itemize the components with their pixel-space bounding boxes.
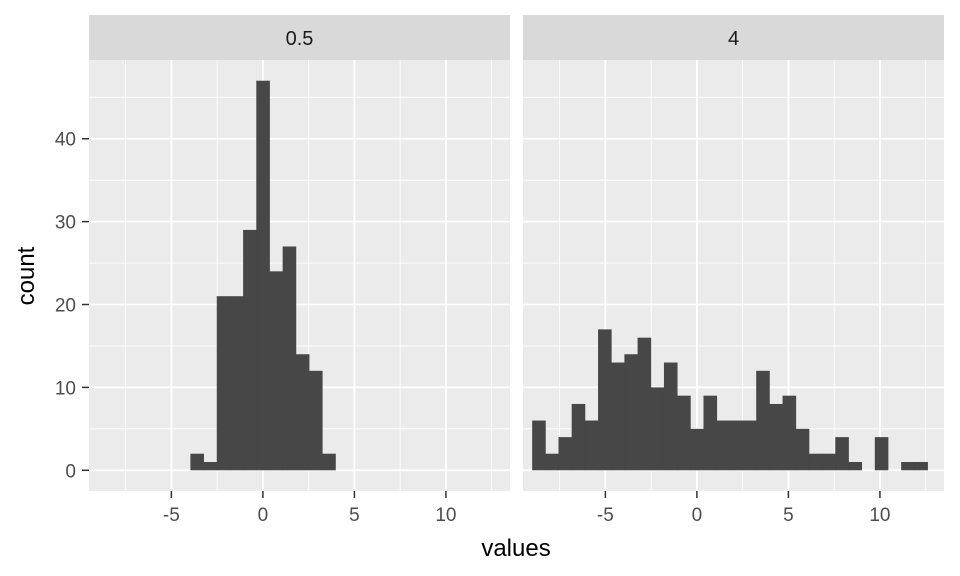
histogram-bar [703, 395, 718, 471]
histogram-bar [874, 437, 889, 471]
facet-strip-label: 4 [728, 28, 739, 50]
histogram-bar [663, 362, 678, 471]
histogram-bar [808, 453, 823, 471]
facet-strip [523, 15, 944, 60]
x-tick-label: -5 [597, 505, 614, 526]
x-tick-label: 0 [258, 505, 269, 526]
facet-panel-1: 0.5 -5 0 5 10 [89, 15, 510, 526]
y-tick-label: 20 [55, 296, 76, 317]
y-tick-label: 10 [55, 378, 76, 399]
histogram-bar [190, 453, 204, 471]
x-tick-label: -5 [163, 505, 180, 526]
histogram-bar [835, 437, 849, 471]
histogram-bar [229, 296, 244, 471]
histogram-bar [637, 337, 652, 471]
histogram-bar [309, 370, 323, 471]
histogram-bar [782, 395, 797, 471]
histogram-bar [650, 387, 665, 471]
histogram-bar [914, 461, 928, 471]
panel-background [523, 60, 944, 491]
histogram-bar [901, 461, 915, 471]
histogram-bar [743, 420, 757, 471]
histogram-bar [571, 403, 586, 471]
histogram-bar [256, 80, 270, 471]
histogram-bar [716, 420, 731, 471]
x-tick-label: 0 [692, 505, 703, 526]
histogram-bar [203, 461, 218, 471]
histogram-bar [795, 428, 810, 471]
histogram-bar [584, 420, 599, 471]
facet-strip [89, 15, 510, 60]
histogram-bar [322, 453, 336, 471]
histogram-bar [598, 329, 612, 471]
histogram-bar [269, 271, 284, 471]
y-axis: 0 10 20 30 40 [55, 130, 89, 482]
histogram-bar [690, 428, 704, 471]
histogram-bar [282, 246, 297, 471]
histogram-bar [611, 362, 625, 471]
x-tick-label: 5 [783, 505, 794, 526]
y-tick-label: 40 [55, 130, 76, 151]
facet-strip-label: 0.5 [286, 28, 314, 50]
x-tick-label: 10 [435, 505, 456, 526]
histogram-bar [295, 354, 310, 471]
histogram-bar [624, 354, 638, 471]
histogram-bar [216, 296, 231, 471]
histogram-bar [756, 370, 770, 471]
y-tick-label: 0 [65, 461, 76, 482]
y-tick-label: 30 [55, 213, 76, 234]
histogram-bar [558, 437, 573, 471]
histogram-bar [677, 395, 691, 471]
histogram-bar [848, 461, 863, 471]
x-tick-label: 10 [869, 505, 890, 526]
x-tick-label: 5 [349, 505, 360, 526]
histogram-bar [545, 453, 559, 471]
histogram-bar [243, 229, 257, 471]
histogram-bar [532, 420, 546, 471]
y-axis-title: count [13, 246, 40, 305]
facet-panels: 0.5 -5 0 5 10 4 -5 0 5 10 [89, 15, 944, 526]
histogram-bar [769, 403, 783, 471]
histogram-bar [822, 453, 836, 471]
facet-panel-2: 4 -5 0 5 10 [523, 15, 944, 526]
histogram-bar [729, 420, 744, 471]
x-axis-title: values [481, 535, 550, 562]
